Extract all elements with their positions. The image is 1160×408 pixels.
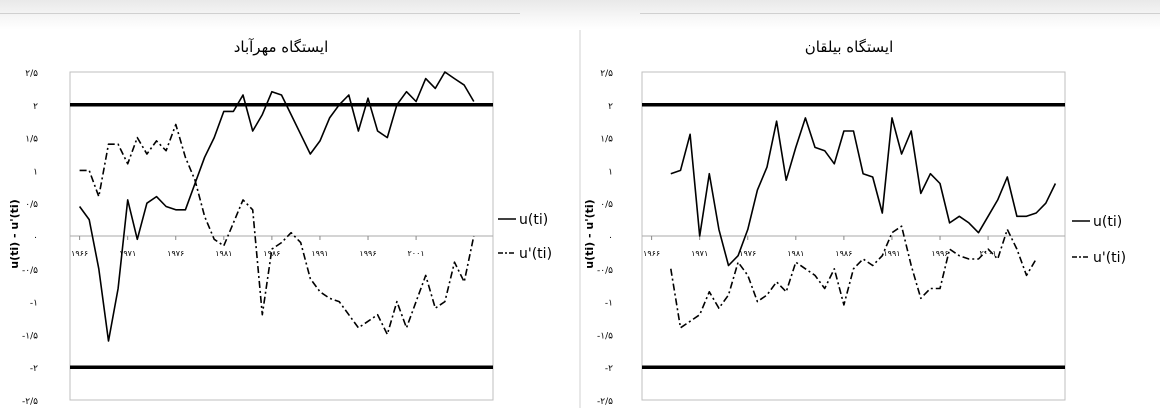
x-tick-label: ۱۹۸۱ (215, 249, 232, 258)
y-tick-label: ۰ (33, 233, 38, 243)
y-tick-label: -۲ (30, 364, 38, 374)
y-tick-label: -۱/۵ (22, 331, 38, 341)
series-u-prime-line (79, 123, 475, 336)
x-tick-label: ۱۹۶۶ (643, 249, 660, 258)
watermark-band (0, 0, 1160, 30)
x-tick-label: ۱۹۹۱ (883, 249, 900, 258)
chart-mehrabad: ایستگاه مهرآباد u(ti) - u'(ti) ۲/۵ ۲ ۱/۵ ۱ ۰/۵… (8, 38, 552, 407)
x-tick-label: ۱۹۶۶ (71, 249, 88, 258)
y-tick-label: -۱ (30, 299, 38, 309)
x-tick-label: ۱۹۸۶ (835, 249, 852, 258)
legend-label: u(ti) (519, 212, 548, 228)
x-tick-label: ۱۹۹۱ (311, 249, 328, 258)
series-u-line (78, 71, 475, 342)
x-tick-label: ۱۹۷۶ (167, 249, 184, 258)
legend-label: u'(ti) (1093, 250, 1126, 266)
y-tick-label: ۱ (608, 167, 613, 177)
y-tick-label: -۱/۵ (597, 331, 613, 341)
y-tick-label: ۲/۵ (600, 69, 613, 79)
y-tick-label: ۰ (608, 233, 613, 243)
x-tick-label: ۱۹۷۱ (119, 249, 136, 258)
y-tick-label: -۲/۵ (22, 397, 38, 407)
y-tick-label: ۰/۵ (25, 200, 38, 210)
legend-label: u(ti) (1093, 214, 1122, 230)
x-tick-label: ۱۹۹۶ (931, 249, 948, 258)
x-tick-label: ۱۹۷۱ (691, 249, 708, 258)
x-tick-label: ۱۹۸۱ (787, 249, 804, 258)
y-tick-label: -۲/۵ (597, 397, 613, 407)
y-tick-label: -۰/۵ (22, 266, 38, 276)
series-u-line (670, 117, 1057, 267)
header-rule-left (0, 13, 520, 14)
y-tick-label: -۱ (605, 299, 613, 309)
y-tick-label: ۲ (608, 102, 613, 112)
x-tick-label: ۲۰۰۱ (407, 249, 424, 258)
header-rule-right (640, 13, 1160, 14)
y-tick-label: ۲ (33, 102, 38, 112)
y-tick-label: ۱/۵ (25, 135, 38, 145)
chart-title: ایستگاه مهرآباد (234, 38, 329, 56)
y-tick-label: ۱/۵ (600, 135, 613, 145)
x-tick-label: ۲۰۰۱ (979, 249, 996, 258)
y-tick-label: ۱ (33, 167, 38, 177)
y-tick-label: -۰/۵ (597, 266, 613, 276)
chart-title: ایستگاه بیلقان (805, 38, 894, 56)
x-tick-label: ۱۹۹۶ (359, 249, 376, 258)
y-tick-label: ۲/۵ (25, 69, 38, 79)
x-tick-label: ۱۹۷۶ (739, 249, 756, 258)
y-axis-label: u(ti) - u'(ti) (8, 199, 21, 268)
legend-label: u'(ti) (519, 246, 552, 262)
y-axis-label: u(ti) - u'(ti) (583, 199, 596, 268)
series-u-prime-line (670, 225, 1037, 329)
y-tick-label: -۲ (605, 364, 613, 374)
chart-bilghan: ایستگاه بیلقان u(ti) - u'(ti) ۲/۵ ۲ ۱/۵ ۱ ۰/۵ ۰… (583, 38, 1126, 407)
y-tick-label: ۰/۵ (600, 200, 613, 210)
